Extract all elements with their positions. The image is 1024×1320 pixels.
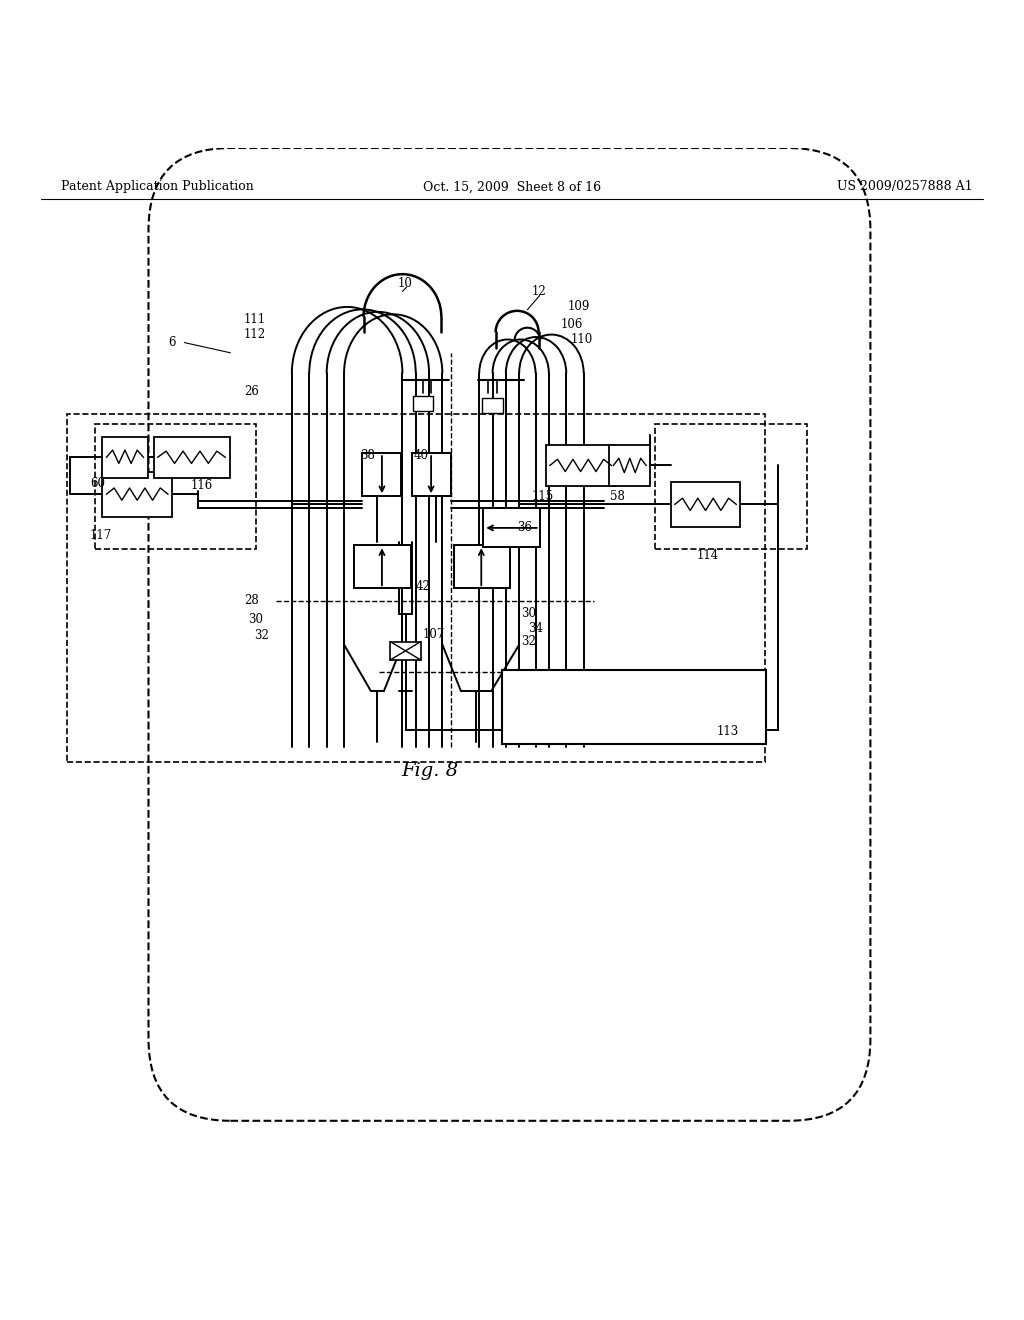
- Bar: [546, 445, 615, 486]
- Bar: [102, 437, 148, 478]
- Text: 106: 106: [560, 318, 583, 330]
- Bar: [609, 445, 650, 486]
- Text: 6: 6: [168, 337, 175, 348]
- Text: 58: 58: [610, 490, 626, 503]
- Text: 115: 115: [531, 490, 554, 503]
- Text: 117: 117: [90, 528, 113, 541]
- Text: 110: 110: [570, 333, 593, 346]
- Text: 114: 114: [696, 549, 719, 562]
- Bar: [154, 437, 230, 478]
- Text: 32: 32: [254, 628, 269, 642]
- Text: 32: 32: [521, 635, 537, 648]
- Bar: [671, 482, 740, 527]
- Bar: [502, 671, 766, 744]
- Text: 40: 40: [414, 449, 429, 462]
- Bar: [483, 508, 540, 548]
- Text: 26: 26: [244, 385, 259, 399]
- Text: 36: 36: [517, 521, 532, 535]
- Bar: [412, 453, 451, 496]
- Text: 60: 60: [90, 478, 105, 490]
- Text: 112: 112: [244, 327, 266, 341]
- Bar: [354, 545, 411, 589]
- Text: 38: 38: [360, 449, 376, 462]
- Text: 30: 30: [248, 612, 263, 626]
- Text: 30: 30: [521, 607, 537, 620]
- Text: 107: 107: [423, 628, 445, 642]
- Text: 42: 42: [416, 579, 431, 593]
- Text: US 2009/0257888 A1: US 2009/0257888 A1: [838, 181, 973, 194]
- Text: 12: 12: [531, 285, 546, 298]
- Text: 113: 113: [717, 725, 739, 738]
- Text: Fig. 8: Fig. 8: [401, 762, 459, 780]
- Text: Oct. 15, 2009  Sheet 8 of 16: Oct. 15, 2009 Sheet 8 of 16: [423, 181, 601, 194]
- Text: 109: 109: [567, 300, 590, 313]
- Text: Patent Application Publication: Patent Application Publication: [61, 181, 254, 194]
- Bar: [454, 545, 510, 589]
- Bar: [482, 397, 503, 413]
- Bar: [390, 642, 421, 660]
- Text: 111: 111: [244, 313, 266, 326]
- Text: 116: 116: [190, 479, 213, 492]
- Text: 28: 28: [244, 594, 258, 607]
- Text: 10: 10: [397, 277, 413, 289]
- Bar: [413, 396, 433, 411]
- Bar: [362, 453, 401, 496]
- Text: 34: 34: [528, 622, 544, 635]
- Bar: [102, 471, 172, 516]
